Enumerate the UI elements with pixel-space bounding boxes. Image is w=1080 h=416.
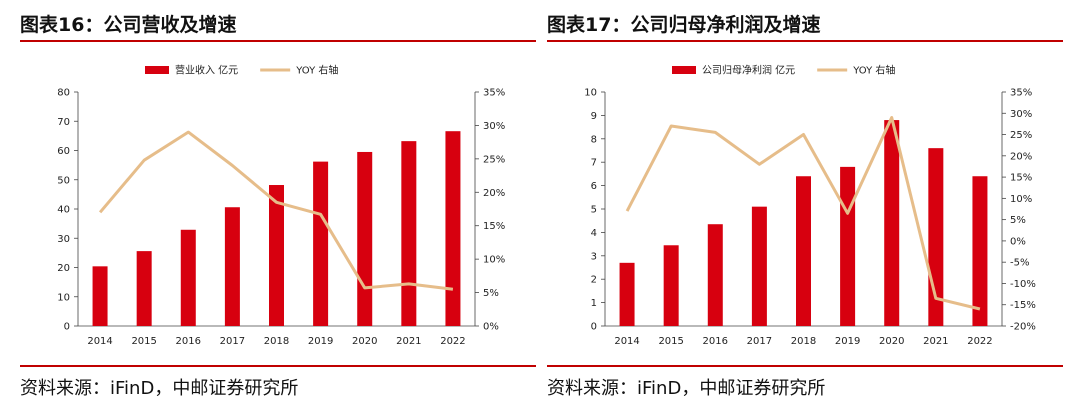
right-tick-label: 0%: [1010, 236, 1026, 247]
x-tick-label: 2022: [440, 336, 465, 347]
left-tick-label: 5: [591, 205, 597, 216]
legend-bar-swatch: [145, 66, 169, 74]
right-tick-label: 10%: [483, 255, 505, 266]
left-tick-label: 10: [584, 88, 597, 99]
left-tick-label: 3: [591, 251, 597, 262]
chart-title: 图表17：公司归母净利润及增速: [547, 14, 821, 36]
bar: [313, 161, 329, 326]
bar: [751, 206, 767, 326]
x-tick-label: 2019: [835, 336, 860, 347]
bar: [619, 262, 635, 326]
x-tick-label: 2021: [923, 336, 948, 347]
right-tick-label: 35%: [483, 88, 505, 99]
x-tick-label: 2017: [747, 336, 772, 347]
x-tick-label: 2022: [967, 336, 992, 347]
source-divider: [20, 365, 536, 367]
right-tick-label: 30%: [483, 121, 505, 132]
x-tick-label: 2020: [352, 336, 377, 347]
yoy-series-line: [98, 130, 454, 291]
title-divider: [547, 40, 1063, 42]
source-note: 资料来源：iFinD，中邮证券研究所: [547, 378, 826, 399]
left-tick-label: 80: [57, 88, 70, 99]
left-tick-label: 2: [591, 275, 597, 286]
bar: [445, 131, 461, 326]
x-tick-label: 2014: [614, 336, 639, 347]
bar: [707, 224, 723, 326]
right-tick-label: 5%: [1010, 215, 1026, 226]
bar: [92, 266, 108, 326]
left-tick-label: 9: [591, 111, 597, 122]
right-tick-label: -5%: [1010, 258, 1029, 269]
right-tick-label: 30%: [1010, 109, 1032, 120]
legend-bar-swatch: [672, 66, 696, 74]
right-tick-label: 35%: [1010, 88, 1032, 99]
left-tick-label: 7: [591, 158, 597, 169]
left-tick-label: 4: [591, 228, 597, 239]
chart-title: 图表16：公司营收及增速: [20, 14, 237, 36]
x-tick-label: 2018: [264, 336, 289, 347]
bar: [136, 251, 152, 326]
bar: [972, 176, 988, 326]
chart-panel-revenue: 图表16：公司营收及增速 营业收入 亿元 YOY 右轴 0 10 20 30 40 50 60 7…: [20, 0, 536, 416]
legend-bar-label: 公司归母净利润 亿元: [702, 64, 795, 77]
right-tick-label: -10%: [1010, 279, 1036, 290]
right-tick-label: 15%: [483, 221, 505, 232]
yoy-series-line: [625, 116, 981, 311]
bar: [269, 185, 284, 326]
left-tick-label: 8: [591, 134, 597, 145]
legend-bar-label: 营业收入 亿元: [175, 64, 238, 77]
left-tick-label: 60: [57, 146, 70, 157]
left-tick-label: 10: [57, 292, 70, 303]
right-tick-label: 5%: [483, 288, 499, 299]
x-tick-label: 2014: [87, 336, 112, 347]
right-tick-label: 10%: [1010, 194, 1032, 205]
right-tick-label: 0%: [483, 322, 499, 333]
x-tick-label: 2015: [131, 336, 156, 347]
x-tick-label: 2017: [220, 336, 245, 347]
left-tick-label: 70: [57, 117, 70, 128]
bar: [357, 151, 373, 326]
legend-line-label: YOY 右轴: [852, 64, 895, 77]
left-tick-label: 0: [591, 322, 597, 333]
right-tick-label: 25%: [1010, 130, 1032, 141]
x-tick-label: 2020: [879, 336, 904, 347]
bar: [884, 120, 900, 326]
right-tick-label: 20%: [1010, 151, 1032, 162]
left-tick-label: 1: [591, 298, 597, 309]
net-profit-chart: 公司归母净利润 亿元 YOY 右轴 0 1 2 3 4 5 6 7 8 9 10 -20% -15% -10%…: [584, 64, 1036, 348]
left-tick-label: 20: [57, 263, 70, 274]
title-divider: [20, 40, 536, 42]
bar: [180, 229, 196, 326]
x-tick-label: 2016: [176, 336, 201, 347]
legend-line-label: YOY 右轴: [295, 64, 338, 77]
x-tick-label: 2016: [703, 336, 728, 347]
right-tick-label: 15%: [1010, 173, 1032, 184]
right-tick-label: -20%: [1010, 322, 1036, 333]
left-tick-label: 30: [57, 234, 70, 245]
revenue-chart: 营业收入 亿元 YOY 右轴 0 10 20 30 40 50 60 70 80 0% 5% 10% 15%…: [57, 64, 505, 348]
left-tick-label: 6: [591, 181, 597, 192]
bar: [401, 141, 417, 326]
right-tick-label: 20%: [483, 188, 505, 199]
source-note: 资料来源：iFinD，中邮证券研究所: [20, 378, 299, 399]
right-tick-label: 25%: [483, 154, 505, 165]
bar: [796, 176, 811, 326]
source-divider: [547, 365, 1063, 367]
bar: [224, 207, 240, 326]
x-tick-label: 2019: [308, 336, 333, 347]
bar: [840, 166, 856, 326]
chart-panel-net-profit: 图表17：公司归母净利润及增速 公司归母净利润 亿元 YOY 右轴 0 1 2 3 4 5 6 7…: [547, 0, 1063, 416]
left-tick-label: 0: [64, 322, 70, 333]
x-tick-label: 2018: [791, 336, 816, 347]
x-tick-label: 2021: [396, 336, 421, 347]
left-tick-label: 50: [57, 175, 70, 186]
bar: [663, 245, 679, 326]
right-tick-label: -15%: [1010, 300, 1036, 311]
left-tick-label: 40: [57, 205, 70, 216]
x-tick-label: 2015: [658, 336, 683, 347]
